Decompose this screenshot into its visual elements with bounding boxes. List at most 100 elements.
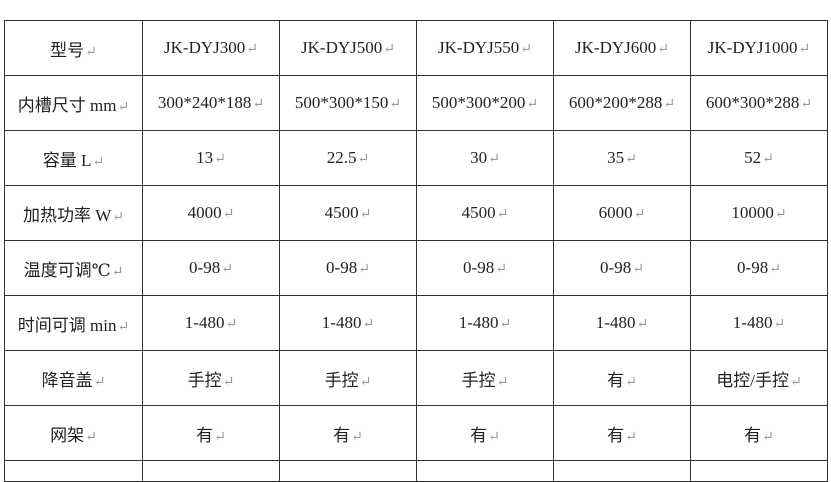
paragraph-mark-icon: ↵ [499, 317, 512, 332]
cell-text: 600*200*288 [568, 93, 663, 112]
cell-text: 0-98 [463, 258, 495, 277]
table-cell: 52↵ [690, 130, 828, 186]
table-cell: 4000↵ [142, 185, 280, 241]
cell-text: 型号 [50, 40, 85, 60]
paragraph-mark-icon: ↵ [520, 42, 532, 57]
paragraph-mark-icon: ↵ [362, 317, 375, 332]
cell-text: 35 [607, 148, 625, 167]
cell-text: 0-98 [737, 258, 769, 277]
paragraph-mark-icon: ↵ [112, 209, 125, 225]
paragraph-mark-icon: ↵ [774, 207, 787, 222]
table-cell [553, 460, 691, 482]
table-row: 温度可调℃↵ 0-98↵ 0-98↵ 0-98↵ 0-98↵ 0-98↵ [4, 240, 828, 296]
table-cell: 电控/手控↵ [690, 350, 828, 406]
cell-text: 0-98 [326, 258, 358, 277]
paragraph-mark-icon: ↵ [359, 207, 372, 222]
table-row: 型号↵ JK-DYJ300↵ JK-DYJ500↵ JK-DYJ550↵ JK-DYJ6… [4, 20, 828, 76]
table-cell: 22.5↵ [279, 130, 417, 186]
cell-text: 600*300*288 [705, 93, 800, 112]
table-cell: 600*300*288↵ [690, 75, 828, 131]
table-cell: JK-DYJ500↵ [279, 20, 417, 76]
table-row: 网架↵ 有↵ 有↵ 有↵ 有↵ 有↵ [4, 405, 828, 461]
table-cell: 1-480↵ [416, 295, 554, 351]
table-cell: 600*200*288↵ [553, 75, 691, 131]
paragraph-mark-icon: ↵ [222, 374, 235, 390]
paragraph-mark-icon: ↵ [246, 42, 258, 57]
table-cell: 手控↵ [142, 350, 280, 406]
cell-text: JK-DYJ300 [164, 38, 246, 57]
paragraph-mark-icon: ↵ [357, 152, 370, 167]
cell-text: 有 [607, 370, 625, 390]
paragraph-mark-icon: ↵ [663, 97, 676, 112]
paragraph-mark-icon: ↵ [389, 97, 402, 112]
paragraph-mark-icon: ↵ [762, 429, 774, 445]
paragraph-mark-icon: ↵ [85, 44, 97, 60]
cell-text: 1-480 [184, 313, 225, 332]
cell-text: 4000 [187, 203, 222, 222]
cell-text: JK-DYJ500 [301, 38, 383, 57]
paragraph-mark-icon: ↵ [773, 317, 786, 332]
table-row: 时间可调 min↵ 1-480↵ 1-480↵ 1-480↵ 1-480↵ 1-480↵ [4, 295, 828, 351]
table-cell [416, 460, 554, 482]
cell-text: JK-DYJ1000 [707, 38, 798, 57]
table-cell: JK-DYJ300↵ [142, 20, 280, 76]
paragraph-mark-icon: ↵ [769, 262, 781, 277]
cell-text: 容量 L [42, 150, 92, 170]
paragraph-mark-icon: ↵ [92, 154, 105, 170]
paragraph-mark-icon: ↵ [358, 262, 370, 277]
paragraph-mark-icon: ↵ [496, 374, 509, 390]
paragraph-mark-icon: ↵ [383, 42, 395, 57]
table-cell: 500*300*200↵ [416, 75, 554, 131]
cell-text: 6000 [598, 203, 633, 222]
paragraph-mark-icon: ↵ [252, 97, 265, 112]
paragraph-mark-icon: ↵ [495, 262, 507, 277]
cell-text: 有 [196, 425, 214, 445]
table-row: 降音盖↵ 手控↵ 手控↵ 手控↵ 有↵ 电控/手控↵ [4, 350, 828, 406]
cell-text: 网架 [50, 425, 85, 445]
cell-text: JK-DYJ550 [438, 38, 520, 57]
cell-text: 13 [196, 148, 214, 167]
table-cell: JK-DYJ1000↵ [690, 20, 828, 76]
paragraph-mark-icon: ↵ [762, 152, 774, 167]
table-cell: 1-480↵ [690, 295, 828, 351]
cell-text: 降音盖 [41, 370, 93, 390]
paragraph-mark-icon: ↵ [351, 429, 363, 445]
table-cell: 有↵ [690, 405, 828, 461]
row-label: 降音盖↵ [4, 350, 143, 406]
table-cell: 1-480↵ [553, 295, 691, 351]
cell-text: 4500 [461, 203, 496, 222]
cell-text: 手控 [187, 370, 222, 390]
paragraph-mark-icon: ↵ [496, 207, 509, 222]
paragraph-mark-icon: ↵ [221, 262, 233, 277]
cell-text: 手控 [324, 370, 359, 390]
paragraph-mark-icon: ↵ [633, 207, 646, 222]
cell-text: 300*240*188 [157, 93, 252, 112]
paragraph-mark-icon: ↵ [625, 152, 637, 167]
table-row: 加热功率 W↵ 4000↵ 4500↵ 4500↵ 6000↵ 10000↵ [4, 185, 828, 241]
paragraph-mark-icon: ↵ [625, 429, 637, 445]
cell-text: 500*300*150 [294, 93, 389, 112]
paragraph-mark-icon: ↵ [488, 152, 500, 167]
table-cell: 6000↵ [553, 185, 691, 241]
table-cell [142, 460, 280, 482]
cell-text: 0-98 [189, 258, 221, 277]
table-cell: 4500↵ [416, 185, 554, 241]
table-cell: 0-98↵ [416, 240, 554, 296]
cell-text: 1-480 [595, 313, 636, 332]
row-label: 温度可调℃↵ [4, 240, 143, 296]
table-cell: 0-98↵ [690, 240, 828, 296]
table-cell: 手控↵ [416, 350, 554, 406]
cell-text: JK-DYJ600 [575, 38, 657, 57]
table-cell: 0-98↵ [142, 240, 280, 296]
table-cell: 0-98↵ [279, 240, 417, 296]
row-label: 容量 L↵ [4, 130, 143, 186]
cell-text: 有 [744, 425, 762, 445]
cell-text: 有 [333, 425, 351, 445]
cell-text: 4500 [324, 203, 359, 222]
row-label: 内槽尺寸 mm↵ [4, 75, 143, 131]
paragraph-mark-icon: ↵ [222, 207, 235, 222]
table-cell: 1-480↵ [279, 295, 417, 351]
cell-text: 有 [607, 425, 625, 445]
paragraph-mark-icon: ↵ [359, 374, 372, 390]
row-label: 时间可调 min↵ [4, 295, 143, 351]
